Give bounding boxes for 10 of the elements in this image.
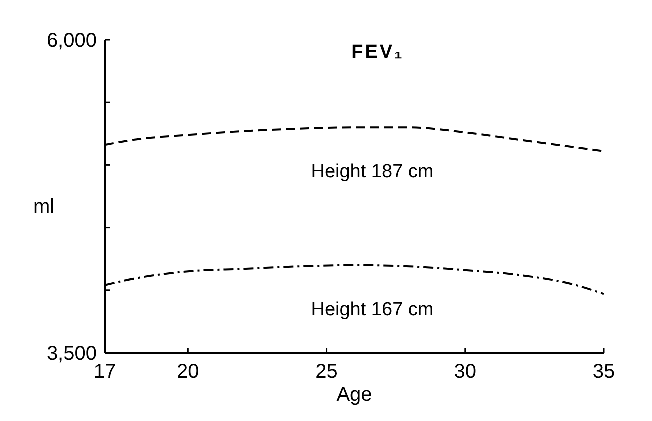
chart-title: FEV₁ [352, 42, 404, 63]
x-tick-label: 25 [316, 361, 338, 383]
y-tick-label: 6,000 [46, 30, 97, 52]
series-label: Height 187 cm [311, 162, 434, 183]
x-tick-label: 30 [454, 361, 477, 383]
series-label: Height 167 cm [311, 299, 434, 320]
x-tick-label: 35 [592, 361, 616, 383]
y-axis-title: ml [33, 196, 55, 218]
x-axis-title: Age [336, 384, 372, 406]
x-tick-label: 20 [177, 361, 200, 383]
